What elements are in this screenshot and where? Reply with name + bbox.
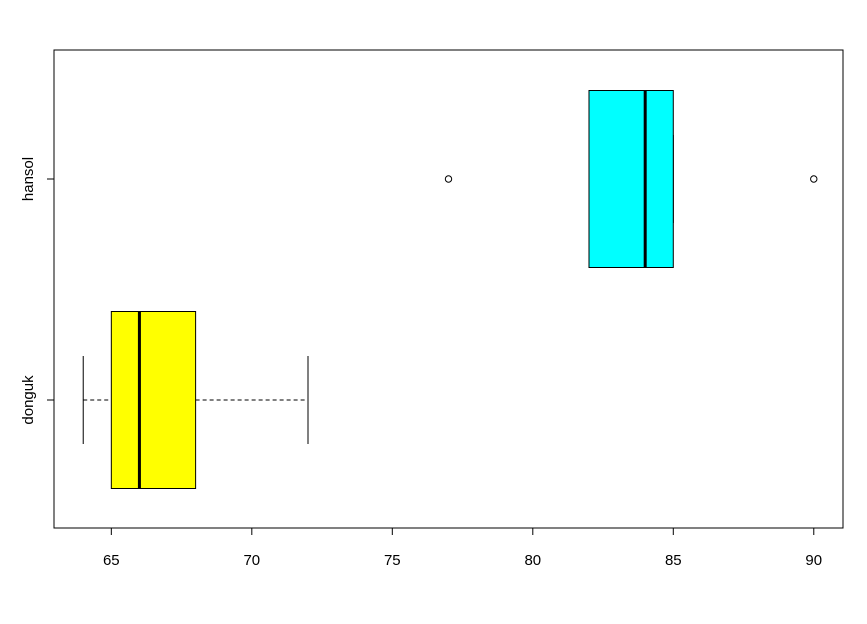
box bbox=[588, 90, 674, 268]
outlier bbox=[444, 175, 453, 183]
x-tick-label: 80 bbox=[524, 552, 541, 569]
x-tick-label: 65 bbox=[103, 552, 120, 569]
x-tick-label: 90 bbox=[805, 552, 822, 569]
y-tick-label: donguk bbox=[20, 375, 37, 425]
y-tick-label: hansol bbox=[20, 157, 37, 201]
outlier bbox=[810, 175, 818, 183]
x-tick-label: 70 bbox=[243, 552, 260, 569]
x-tick-label: 85 bbox=[665, 552, 682, 569]
box bbox=[110, 311, 197, 489]
x-tick-label: 75 bbox=[384, 552, 401, 569]
